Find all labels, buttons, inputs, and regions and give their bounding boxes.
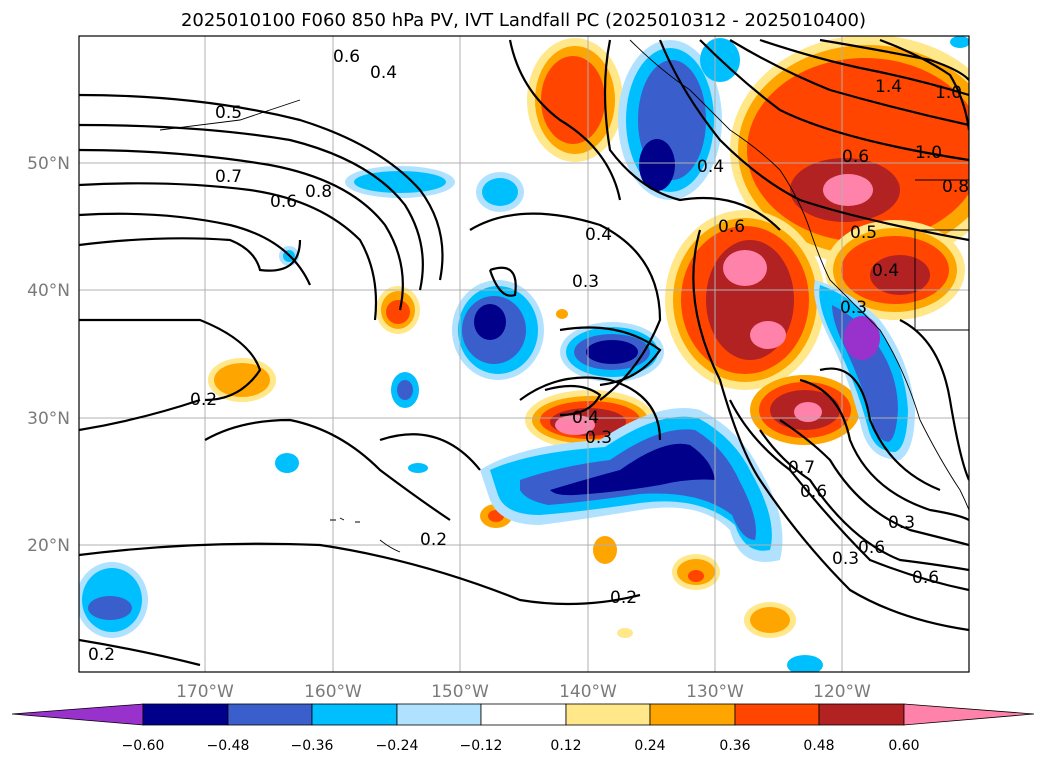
lat-label: 30°N: [27, 409, 70, 429]
lon-label: 160°W: [304, 682, 362, 702]
colorbar-segment: [903, 703, 1035, 726]
lon-label: 130°W: [686, 682, 744, 702]
colorbar-tick-label: 0.60: [888, 738, 919, 754]
contour-label: 0.4: [370, 63, 397, 83]
colorbar-ticks: −0.60 −0.48 −0.36 −0.24 −0.12 0.12 0.24 …: [122, 738, 920, 754]
colorbar-segment: [649, 703, 736, 726]
contour-label: 0.2: [420, 530, 447, 550]
latitude-labels: 50°N 40°N 30°N 20°N: [27, 154, 70, 556]
longitude-labels: 170°W 160°W 150°W 140°W 130°W 120°W: [176, 682, 871, 702]
contour-label: 1.4: [875, 77, 902, 97]
contour-label: 0.2: [610, 588, 637, 608]
contour-label: 0.7: [788, 458, 815, 478]
lon-label: 140°W: [559, 682, 617, 702]
contour-label: 0.3: [888, 513, 915, 533]
contour-label: 0.4: [572, 408, 599, 428]
contour-label: 0.5: [215, 103, 242, 123]
colorbar-tick-label: 0.36: [719, 738, 750, 754]
colorbar-segment: [565, 703, 651, 726]
negative-blob-gulf-alaska: [618, 40, 722, 200]
contour-label: 0.4: [585, 225, 612, 245]
colorbar-tick-label: −0.36: [291, 738, 334, 754]
pv-contours: [79, 38, 969, 667]
lon-label: 170°W: [176, 682, 234, 702]
colorbar-tick-label: −0.24: [376, 738, 419, 754]
colorbar-segment: [396, 703, 482, 726]
coastlines: [159, 39, 969, 553]
colorbar-segment: [818, 703, 905, 726]
colorbar-tick-label: 0.48: [803, 738, 834, 754]
colorbar-segment: [480, 703, 567, 726]
colorbar-segment: [227, 703, 313, 726]
contour-label: 1.0: [915, 143, 942, 163]
contour-label: 0.6: [858, 538, 885, 558]
lon-label: 150°W: [431, 682, 489, 702]
colorbar-tick-label: −0.60: [122, 738, 165, 754]
colorbar-segment: [734, 703, 820, 726]
colorbar-tick-label: 0.12: [550, 738, 581, 754]
contour-label: 0.6: [800, 482, 827, 502]
contour-label: 0.2: [190, 390, 217, 410]
contour-label: 0.5: [850, 223, 877, 243]
shaded-anomalies: [79, 36, 969, 672]
contour-label: 0.6: [270, 192, 297, 212]
colorbar-tick-label: −0.12: [460, 738, 503, 754]
contour-label: 0.3: [572, 272, 599, 292]
lat-label: 20°N: [27, 536, 70, 556]
contour-label: 0.6: [718, 217, 745, 237]
plot-border: [78, 35, 970, 673]
negative-blob-subtropical: [480, 408, 783, 562]
contour-label: 0.4: [697, 157, 724, 177]
contour-label: 0.3: [585, 428, 612, 448]
positive-blob-ne: [730, 36, 969, 265]
colorbar-segment: [142, 703, 229, 726]
lat-label: 40°N: [27, 281, 70, 301]
positive-blob-nw: [527, 38, 623, 162]
contour-label: 0.8: [942, 177, 969, 197]
lon-label: 120°W: [813, 682, 871, 702]
contour-labels: 0.6 0.4 0.5 0.7 0.6 0.8 0.4 0.3 0.2 0.2 …: [88, 47, 969, 665]
colorbar-segment: [11, 703, 144, 726]
colorbar: [11, 703, 1035, 726]
colorbar-segment: [311, 703, 398, 726]
contour-label: 0.6: [842, 147, 869, 167]
contour-label: 1.0: [935, 83, 962, 103]
contour-label: 0.7: [215, 167, 242, 187]
contour-label: 0.3: [832, 549, 859, 569]
contour-label: 0.6: [912, 568, 939, 588]
contour-label: 0.8: [305, 182, 332, 202]
colorbar-tick-label: −0.48: [207, 738, 250, 754]
contour-label: 0.4: [872, 261, 899, 281]
colorbar-tick-label: 0.24: [634, 738, 665, 754]
contour-label: 0.6: [333, 47, 360, 67]
lat-label: 50°N: [27, 154, 70, 174]
map-title: 2025010100 F060 850 hPa PV, IVT Landfall…: [180, 10, 867, 31]
negative-blob-baja: [814, 280, 915, 460]
contour-label: 0.2: [88, 645, 115, 665]
contour-label: 0.3: [840, 298, 867, 318]
